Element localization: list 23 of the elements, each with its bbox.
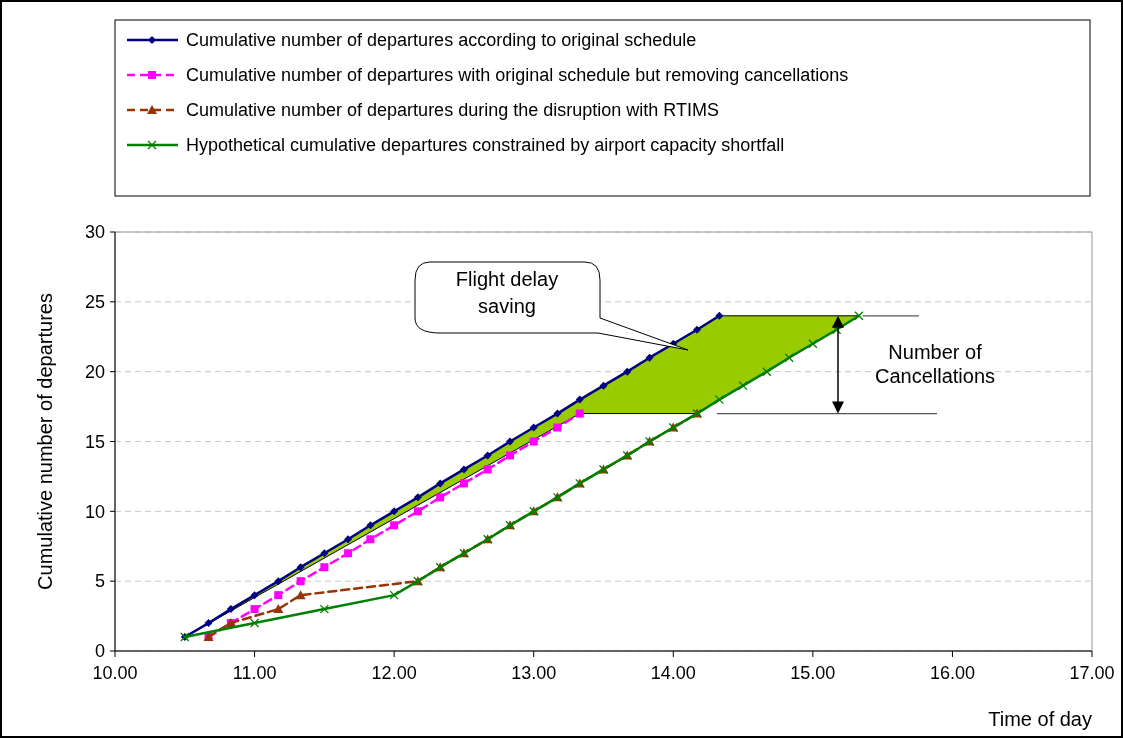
- x-tick-label: 12.00: [371, 663, 417, 683]
- legend-label: Cumulative number of departures with original schedule but removing cancellations: [186, 65, 849, 86]
- y-axis-title: Cumulative number of departures: [34, 293, 56, 590]
- y-tick-label: 30: [84, 222, 105, 243]
- y-tick-label: 0: [94, 641, 105, 662]
- legend-label: Cumulative number of departures during the disruption with RTIMS: [186, 100, 719, 121]
- x-axis-title: Time of day: [988, 708, 1092, 730]
- y-tick-label: 5: [94, 571, 105, 592]
- y-tick-label: 25: [84, 292, 105, 313]
- x-tick-label: 13.00: [511, 663, 557, 683]
- y-tick-label: 20: [84, 361, 105, 382]
- annotation: Number of Cancellations: [874, 340, 996, 387]
- legend-label: Cumulative number of departures according to original schedule: [186, 30, 697, 51]
- x-tick-label: 17.00: [1069, 663, 1115, 683]
- annotation: Flight delay saving: [455, 268, 559, 317]
- x-tick-label: 11.00: [232, 663, 277, 683]
- y-tick-label: 10: [84, 501, 105, 522]
- y-tick-label: 15: [84, 431, 105, 452]
- x-tick-label: 16.00: [929, 663, 975, 683]
- legend-label: Hypothetical cumulative departures constrained by airport capacity shortfall: [186, 135, 785, 156]
- x-tick-label: 14.00: [650, 663, 696, 683]
- x-tick-label: 15.00: [790, 663, 836, 683]
- x-tick-label: 10.00: [92, 663, 138, 683]
